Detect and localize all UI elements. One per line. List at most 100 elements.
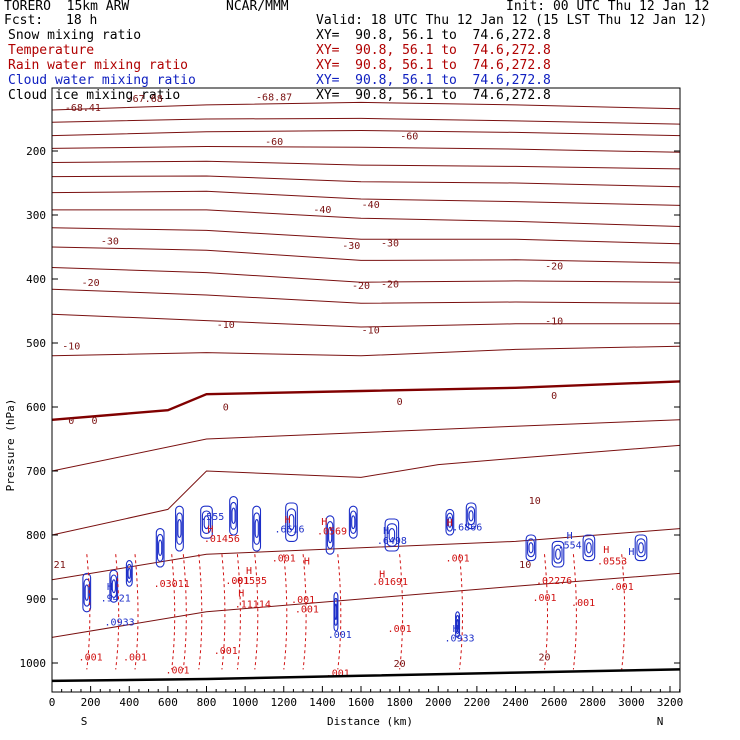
- cloud-value-label: .554: [558, 541, 582, 552]
- temperature-label: -60: [400, 132, 418, 143]
- cloud-water-contour: [253, 512, 260, 545]
- y-tick-label: 400: [26, 273, 46, 286]
- temperature-label: -40: [362, 200, 380, 211]
- cloud-water-contour: [333, 597, 338, 626]
- rain-value-label: .001: [532, 593, 556, 604]
- rain-value-label: .001: [123, 653, 147, 664]
- cloud-value-label: .6866: [452, 523, 482, 534]
- cloud-water-contour: [203, 515, 210, 530]
- cloud-water-contour: [156, 533, 164, 562]
- rain-water-contour: [283, 554, 288, 670]
- cloud-value-label: .555: [200, 512, 224, 523]
- field-snow-name: Snow mixing ratio: [8, 28, 142, 43]
- center-name: NCAR/MMM: [226, 0, 289, 14]
- temperature-label: -67.68: [127, 94, 163, 105]
- temperature-contour-m35: [52, 209, 680, 227]
- temperature-label: -40: [313, 205, 331, 216]
- cloud-water-contour: [468, 510, 474, 522]
- cloud-water-contour: [634, 534, 648, 562]
- x-tick-label: 2400: [502, 696, 529, 709]
- max-marker-H: H: [285, 515, 291, 526]
- cloud-water-contour: [126, 563, 132, 583]
- rain-water-contour: [86, 554, 91, 670]
- rain-water-contour: [115, 554, 120, 670]
- rain-water-contour: [134, 554, 139, 670]
- cloud-value-label: .0933: [444, 633, 474, 644]
- temperature-label: -30: [342, 241, 360, 252]
- max-marker-H: H: [453, 624, 459, 635]
- max-marker-H: H: [238, 589, 244, 600]
- temperature-label: -30: [101, 237, 119, 248]
- cloud-water-contour: [388, 528, 396, 542]
- temperature-contour-m10: [51, 313, 680, 328]
- rain-water-contour: [302, 554, 307, 670]
- cloud-water-contour: [467, 506, 476, 526]
- cloud-water-contour: [348, 505, 358, 539]
- temperature-label: 0: [68, 416, 74, 427]
- temperature-contour-m20: [51, 267, 680, 283]
- model-title: TORERO 15km ARW: [4, 0, 130, 14]
- field-temp-name: Temperature: [8, 43, 95, 58]
- rain-water-contour: [182, 554, 187, 670]
- plot-frame: [51, 87, 681, 693]
- rain-water-contour: [236, 554, 241, 670]
- cloud-water-contour: [82, 572, 92, 613]
- temperature-contour-5: [51, 419, 680, 472]
- cloud-water-contour: [176, 512, 183, 545]
- max-marker-H: H: [207, 525, 213, 536]
- rain-value-label: .001: [295, 605, 319, 616]
- x-tick-label: 1200: [271, 696, 298, 709]
- y-tick-label: 200: [26, 145, 46, 158]
- temperature-label: 10: [529, 496, 541, 507]
- temperature-label: -10: [545, 317, 563, 328]
- cloud-water-contour: [155, 528, 165, 568]
- cloud-water-contour: [446, 512, 454, 532]
- cloud-water-contour: [455, 615, 460, 635]
- cloud-water-contour: [525, 534, 537, 562]
- cloud-water-contour: [350, 510, 357, 534]
- temperature-contour-m60: [51, 129, 680, 137]
- cloud-water-contour: [351, 515, 356, 530]
- cloud-water-contour: [200, 505, 213, 539]
- field-cloudice-name: Cloud ice mixing ratio: [8, 88, 181, 103]
- field-snow-xy: XY= 90.8, 56.1 to 74.6,272.8: [316, 28, 551, 43]
- rain-value-label: .01456: [204, 534, 240, 545]
- cloud-water-contour: [328, 526, 333, 544]
- init-time: Init: 00 UTC Thu 12 Jan 12: [506, 0, 710, 14]
- cloud-water-contour: [325, 515, 335, 555]
- y-tick-label: 300: [26, 209, 46, 222]
- cloud-water-contour: [285, 502, 298, 542]
- temperature-label: -68.87: [256, 93, 292, 104]
- rain-value-label: .03011: [154, 579, 190, 590]
- endpoint-right: N: [657, 715, 664, 728]
- x-tick-label: 2000: [425, 696, 452, 709]
- cloud-water-contour: [158, 539, 163, 557]
- temperature-contour-m5: [51, 345, 680, 357]
- max-marker-H: H: [603, 545, 609, 556]
- temperature-label: -10: [217, 320, 235, 331]
- y-tick-label: 600: [26, 401, 46, 414]
- max-marker-H: H: [107, 582, 113, 593]
- cloud-water-contour: [638, 542, 644, 554]
- x-tick-label: 1800: [386, 696, 413, 709]
- rain-water-contour: [399, 554, 404, 670]
- endpoint-left: S: [81, 715, 88, 728]
- cloud-water-contour: [254, 519, 259, 539]
- cloud-value-label: .6616: [274, 525, 304, 536]
- max-marker-H: H: [321, 517, 327, 528]
- fcst-value: 18 h: [66, 13, 98, 28]
- temperature-label: 0: [91, 416, 97, 427]
- temperature-label: 0: [551, 391, 557, 402]
- field-rain-name: Rain water mixing ratio: [8, 58, 189, 73]
- x-tick-label: 1400: [309, 696, 336, 709]
- y-tick-label: 900: [26, 593, 46, 606]
- x-tick-label: 600: [158, 696, 178, 709]
- cloud-water-contour: [456, 618, 459, 631]
- x-tick-label: 3000: [618, 696, 645, 709]
- rain-value-label: .001: [165, 665, 189, 676]
- cloud-water-contour: [334, 603, 338, 621]
- cloud-water-contour: [84, 584, 89, 601]
- rain-water-contour: [572, 554, 577, 670]
- temperature-label: 0: [397, 397, 403, 408]
- rain-value-label: .01691: [372, 577, 408, 588]
